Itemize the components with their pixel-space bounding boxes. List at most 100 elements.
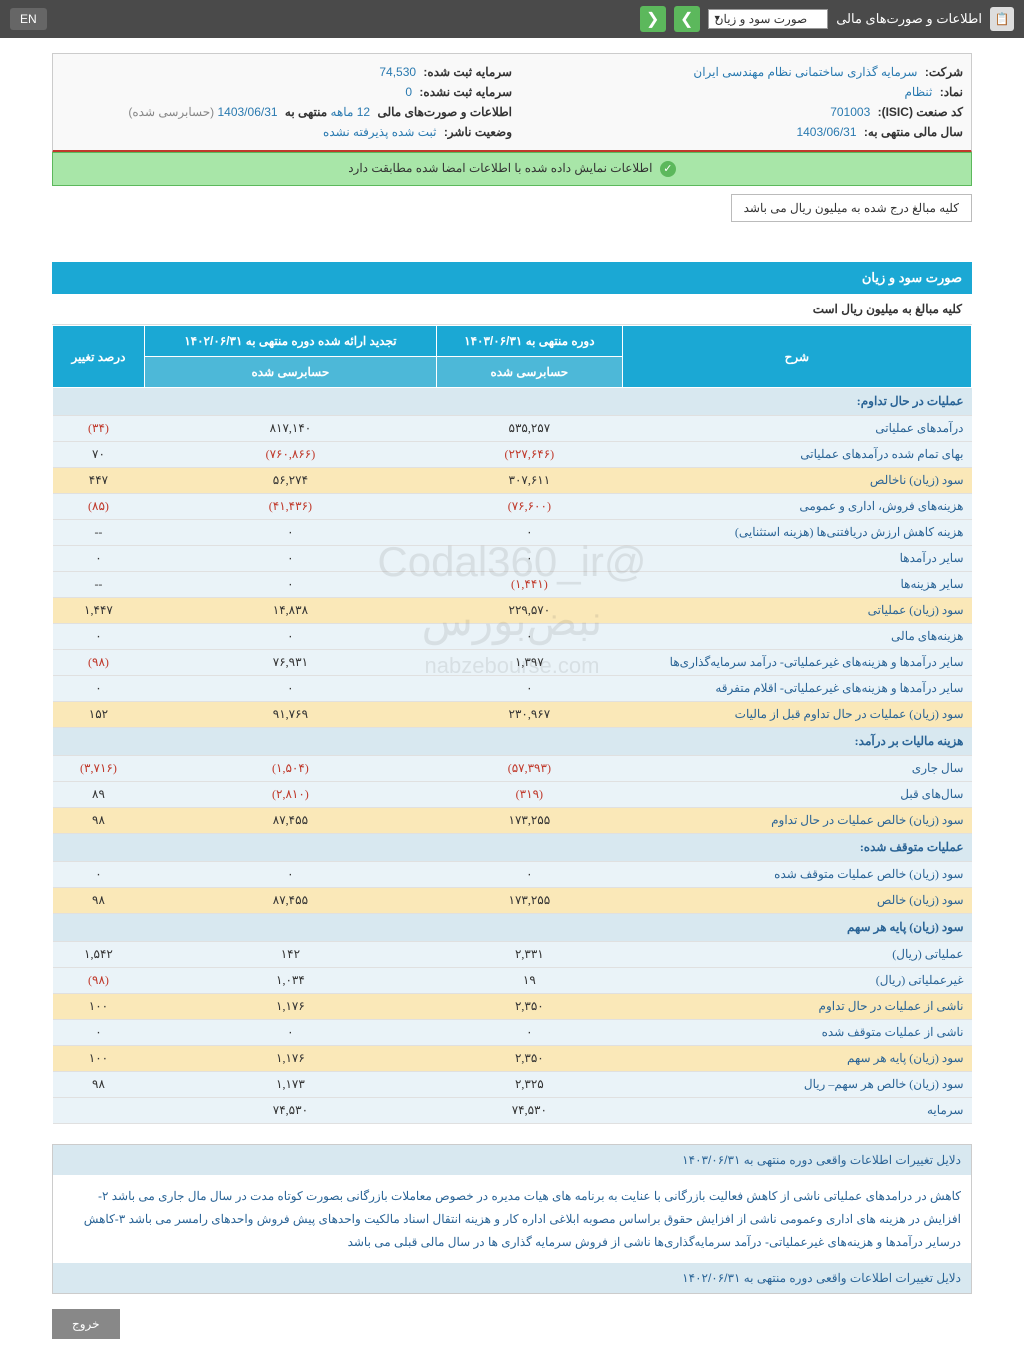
row-description: ناشی از عملیات در حال تداوم [622,994,971,1020]
row-current: ۰ [436,862,622,888]
row-prior: (۴۱,۴۳۶) [144,494,436,520]
next-button[interactable]: ❯ [674,6,700,32]
table-row: هزینه‌های فروش، اداری و عمومی(۷۶,۶۰۰)(۴۱… [53,494,972,520]
currency-note: کلیه مبالغ درج شده به میلیون ریال می باش… [731,194,972,222]
row-change: ۰ [53,1020,145,1046]
table-row: عملیاتی (ریال)۲,۳۳۱۱۴۲۱,۵۴۲ [53,942,972,968]
row-current: ۰ [436,520,622,546]
col-current-period: دوره منتهی به ۱۴۰۳/۰۶/۳۱ [436,326,622,357]
language-button[interactable]: EN [10,8,47,30]
table-row: بهای تمام شده درآمدهای عملیاتی(۲۲۷,۶۴۶)(… [53,442,972,468]
row-current: ۲,۳۵۰ [436,1046,622,1072]
row-prior: ۵۶,۲۷۴ [144,468,436,494]
row-prior: ۷۶,۹۳۱ [144,650,436,676]
row-description: سود (زیان) عملیاتی [622,598,971,624]
row-description: سرمایه [622,1098,971,1124]
report-suffix: (حسابرسی شده) [128,105,214,119]
row-description: سال‌های قبل [622,782,971,808]
section-header: عملیات متوقف شده: [53,834,972,862]
row-prior: ۰ [144,1020,436,1046]
capital-unregistered: 0 [405,85,412,99]
row-change: ۰ [53,624,145,650]
prev-button[interactable]: ❮ [640,6,666,32]
profit-loss-table: شرح دوره منتهی به ۱۴۰۳/۰۶/۳۱ تجدید ارائه… [52,325,972,1124]
row-current: ۷۴,۵۳۰ [436,1098,622,1124]
table-row: سود (زیان) عملیات در حال تداوم قبل از ما… [53,702,972,728]
row-current: ۰ [436,676,622,702]
report-label: اطلاعات و صورت‌های مالی [377,105,512,119]
row-change: -- [53,572,145,598]
row-change: (۳,۷۱۶) [53,756,145,782]
table-row: هزینه‌های مالی۰۰۰ [53,624,972,650]
report-type-dropdown[interactable]: صورت سود و زیان [708,9,828,29]
row-prior: ۱۴,۸۳۸ [144,598,436,624]
row-description: سال جاری [622,756,971,782]
col-audited-2: حسابرسی شده [144,357,436,388]
section-header: سود (زیان) پایه هر سهم [53,914,972,942]
row-description: ناشی از عملیات متوقف شده [622,1020,971,1046]
row-change: ۴۴۷ [53,468,145,494]
row-current: (۵۷,۳۹۳) [436,756,622,782]
check-icon: ✓ [660,161,676,177]
row-description: سود (زیان) خالص هر سهم– ریال [622,1072,971,1098]
row-prior: ۰ [144,520,436,546]
row-change: (۸۵) [53,494,145,520]
table-row: سال‌های قبل(۳۱۹)(۲,۸۱۰)۸۹ [53,782,972,808]
row-change: ۸۹ [53,782,145,808]
table-row: سود (زیان) خالص عملیات متوقف شده۰۰۰ [53,862,972,888]
reasons-panel: دلایل تغییرات اطلاعات واقعی دوره منتهی ب… [52,1144,972,1294]
reasons-body: کاهش در درامدهای عملیاتی ناشی از کاهش فع… [53,1175,971,1263]
table-row: ناشی از عملیات متوقف شده۰۰۰ [53,1020,972,1046]
row-prior: ۸۷,۴۵۵ [144,888,436,914]
table-row: سایر درآمدها۰۰۰ [53,546,972,572]
row-change: ۱۰۰ [53,1046,145,1072]
row-prior: ۱,۱۷۶ [144,1046,436,1072]
row-current: ۳۰۷,۶۱۱ [436,468,622,494]
table-row: سود (زیان) خالص۱۷۳,۲۵۵۸۷,۴۵۵۹۸ [53,888,972,914]
table-row: سایر درآمدها و هزینه‌های غیرعملیاتی- اقل… [53,676,972,702]
row-current: (۱,۴۴۱) [436,572,622,598]
table-row: سود (زیان) خالص هر سهم– ریال۲,۳۲۵۱,۱۷۳۹۸ [53,1072,972,1098]
row-description: هزینه‌های فروش، اداری و عمومی [622,494,971,520]
row-current: ۲,۳۲۵ [436,1072,622,1098]
row-current: ۰ [436,546,622,572]
row-prior: ۷۴,۵۳۰ [144,1098,436,1124]
col-audited-1: حسابرسی شده [436,357,622,388]
row-current: ۲۳۰,۹۶۷ [436,702,622,728]
report-date: 1403/06/31 [217,105,277,119]
row-current: ۲,۳۵۰ [436,994,622,1020]
row-prior: ۰ [144,572,436,598]
row-prior: ۰ [144,862,436,888]
table-row: سرمایه۷۴,۵۳۰۷۴,۵۳۰ [53,1098,972,1124]
row-prior: ۱,۱۷۳ [144,1072,436,1098]
table-row: سود (زیان) پایه هر سهم۲,۳۵۰۱,۱۷۶۱۰۰ [53,1046,972,1072]
row-current: (۲۲۷,۶۴۶) [436,442,622,468]
row-change: ۰ [53,676,145,702]
exit-button[interactable]: خروج [52,1309,120,1339]
top-toolbar: 📋 اطلاعات و صورت‌های مالی صورت سود و زیا… [0,0,1024,38]
capital-unregistered-label: سرمایه ثبت نشده: [419,85,512,99]
alert-text: اطلاعات نمایش داده شده با اطلاعات امضا ش… [348,161,652,175]
table-row: درآمدهای عملیاتی۵۳۵,۲۵۷۸۱۷,۱۴۰(۳۴) [53,416,972,442]
row-change: ۱,۴۴۷ [53,598,145,624]
row-prior: ۰ [144,624,436,650]
row-current: (۷۶,۶۰۰) [436,494,622,520]
row-change: ۱۵۲ [53,702,145,728]
table-row: سود (زیان) ناخالص۳۰۷,۶۱۱۵۶,۲۷۴۴۴۷ [53,468,972,494]
row-change: ۱,۵۴۲ [53,942,145,968]
verification-alert: ✓ اطلاعات نمایش داده شده با اطلاعات امضا… [52,152,972,186]
row-change: (۹۸) [53,650,145,676]
fiscal-year: 1403/06/31 [796,125,856,139]
row-description: سود (زیان) ناخالص [622,468,971,494]
pl-subtitle: کلیه مبالغ به میلیون ریال است [52,294,972,325]
row-prior: (۷۶۰,۸۶۶) [144,442,436,468]
table-row: هزینه کاهش ارزش دریافتنی‌ها (هزینه استثن… [53,520,972,546]
capital-registered-label: سرمایه ثبت شده: [423,65,512,79]
row-prior: ۱۴۲ [144,942,436,968]
table-row: سود (زیان) خالص عملیات در حال تداوم۱۷۳,۲… [53,808,972,834]
pl-title: صورت سود و زیان [52,262,972,294]
table-row: سال جاری(۵۷,۳۹۳)(۱,۵۰۴)(۳,۷۱۶) [53,756,972,782]
row-description: سود (زیان) پایه هر سهم [622,1046,971,1072]
row-description: غیرعملیاتی (ریال) [622,968,971,994]
row-description: سایر هزینه‌ها [622,572,971,598]
